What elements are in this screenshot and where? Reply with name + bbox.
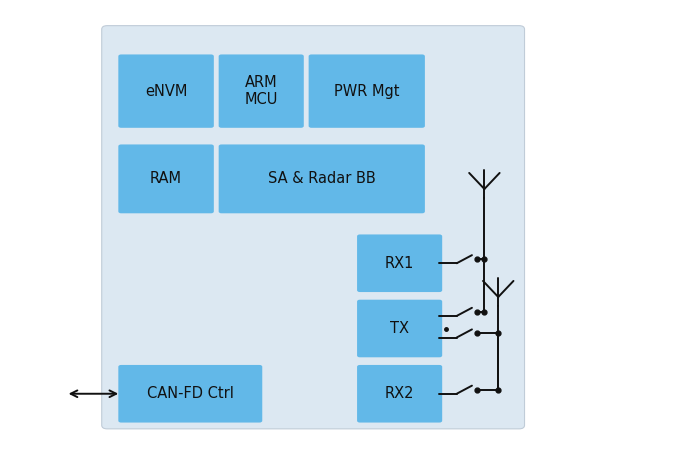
Text: PWR Mgt: PWR Mgt xyxy=(334,84,399,99)
Text: SA & Radar BB: SA & Radar BB xyxy=(268,171,376,186)
FancyBboxPatch shape xyxy=(309,54,425,128)
FancyBboxPatch shape xyxy=(357,234,442,292)
FancyBboxPatch shape xyxy=(118,54,214,128)
Text: ARM
MCU: ARM MCU xyxy=(244,75,278,107)
FancyBboxPatch shape xyxy=(357,300,442,357)
Text: CAN-FD Ctrl: CAN-FD Ctrl xyxy=(147,386,234,401)
Text: RX2: RX2 xyxy=(385,386,415,401)
Text: RX1: RX1 xyxy=(385,256,415,271)
FancyBboxPatch shape xyxy=(357,365,442,423)
FancyBboxPatch shape xyxy=(118,144,214,213)
Text: RAM: RAM xyxy=(150,171,182,186)
FancyBboxPatch shape xyxy=(102,26,525,429)
Text: TX: TX xyxy=(390,321,409,336)
Text: eNVM: eNVM xyxy=(145,84,188,99)
FancyBboxPatch shape xyxy=(219,54,304,128)
FancyBboxPatch shape xyxy=(219,144,425,213)
FancyBboxPatch shape xyxy=(118,365,262,423)
